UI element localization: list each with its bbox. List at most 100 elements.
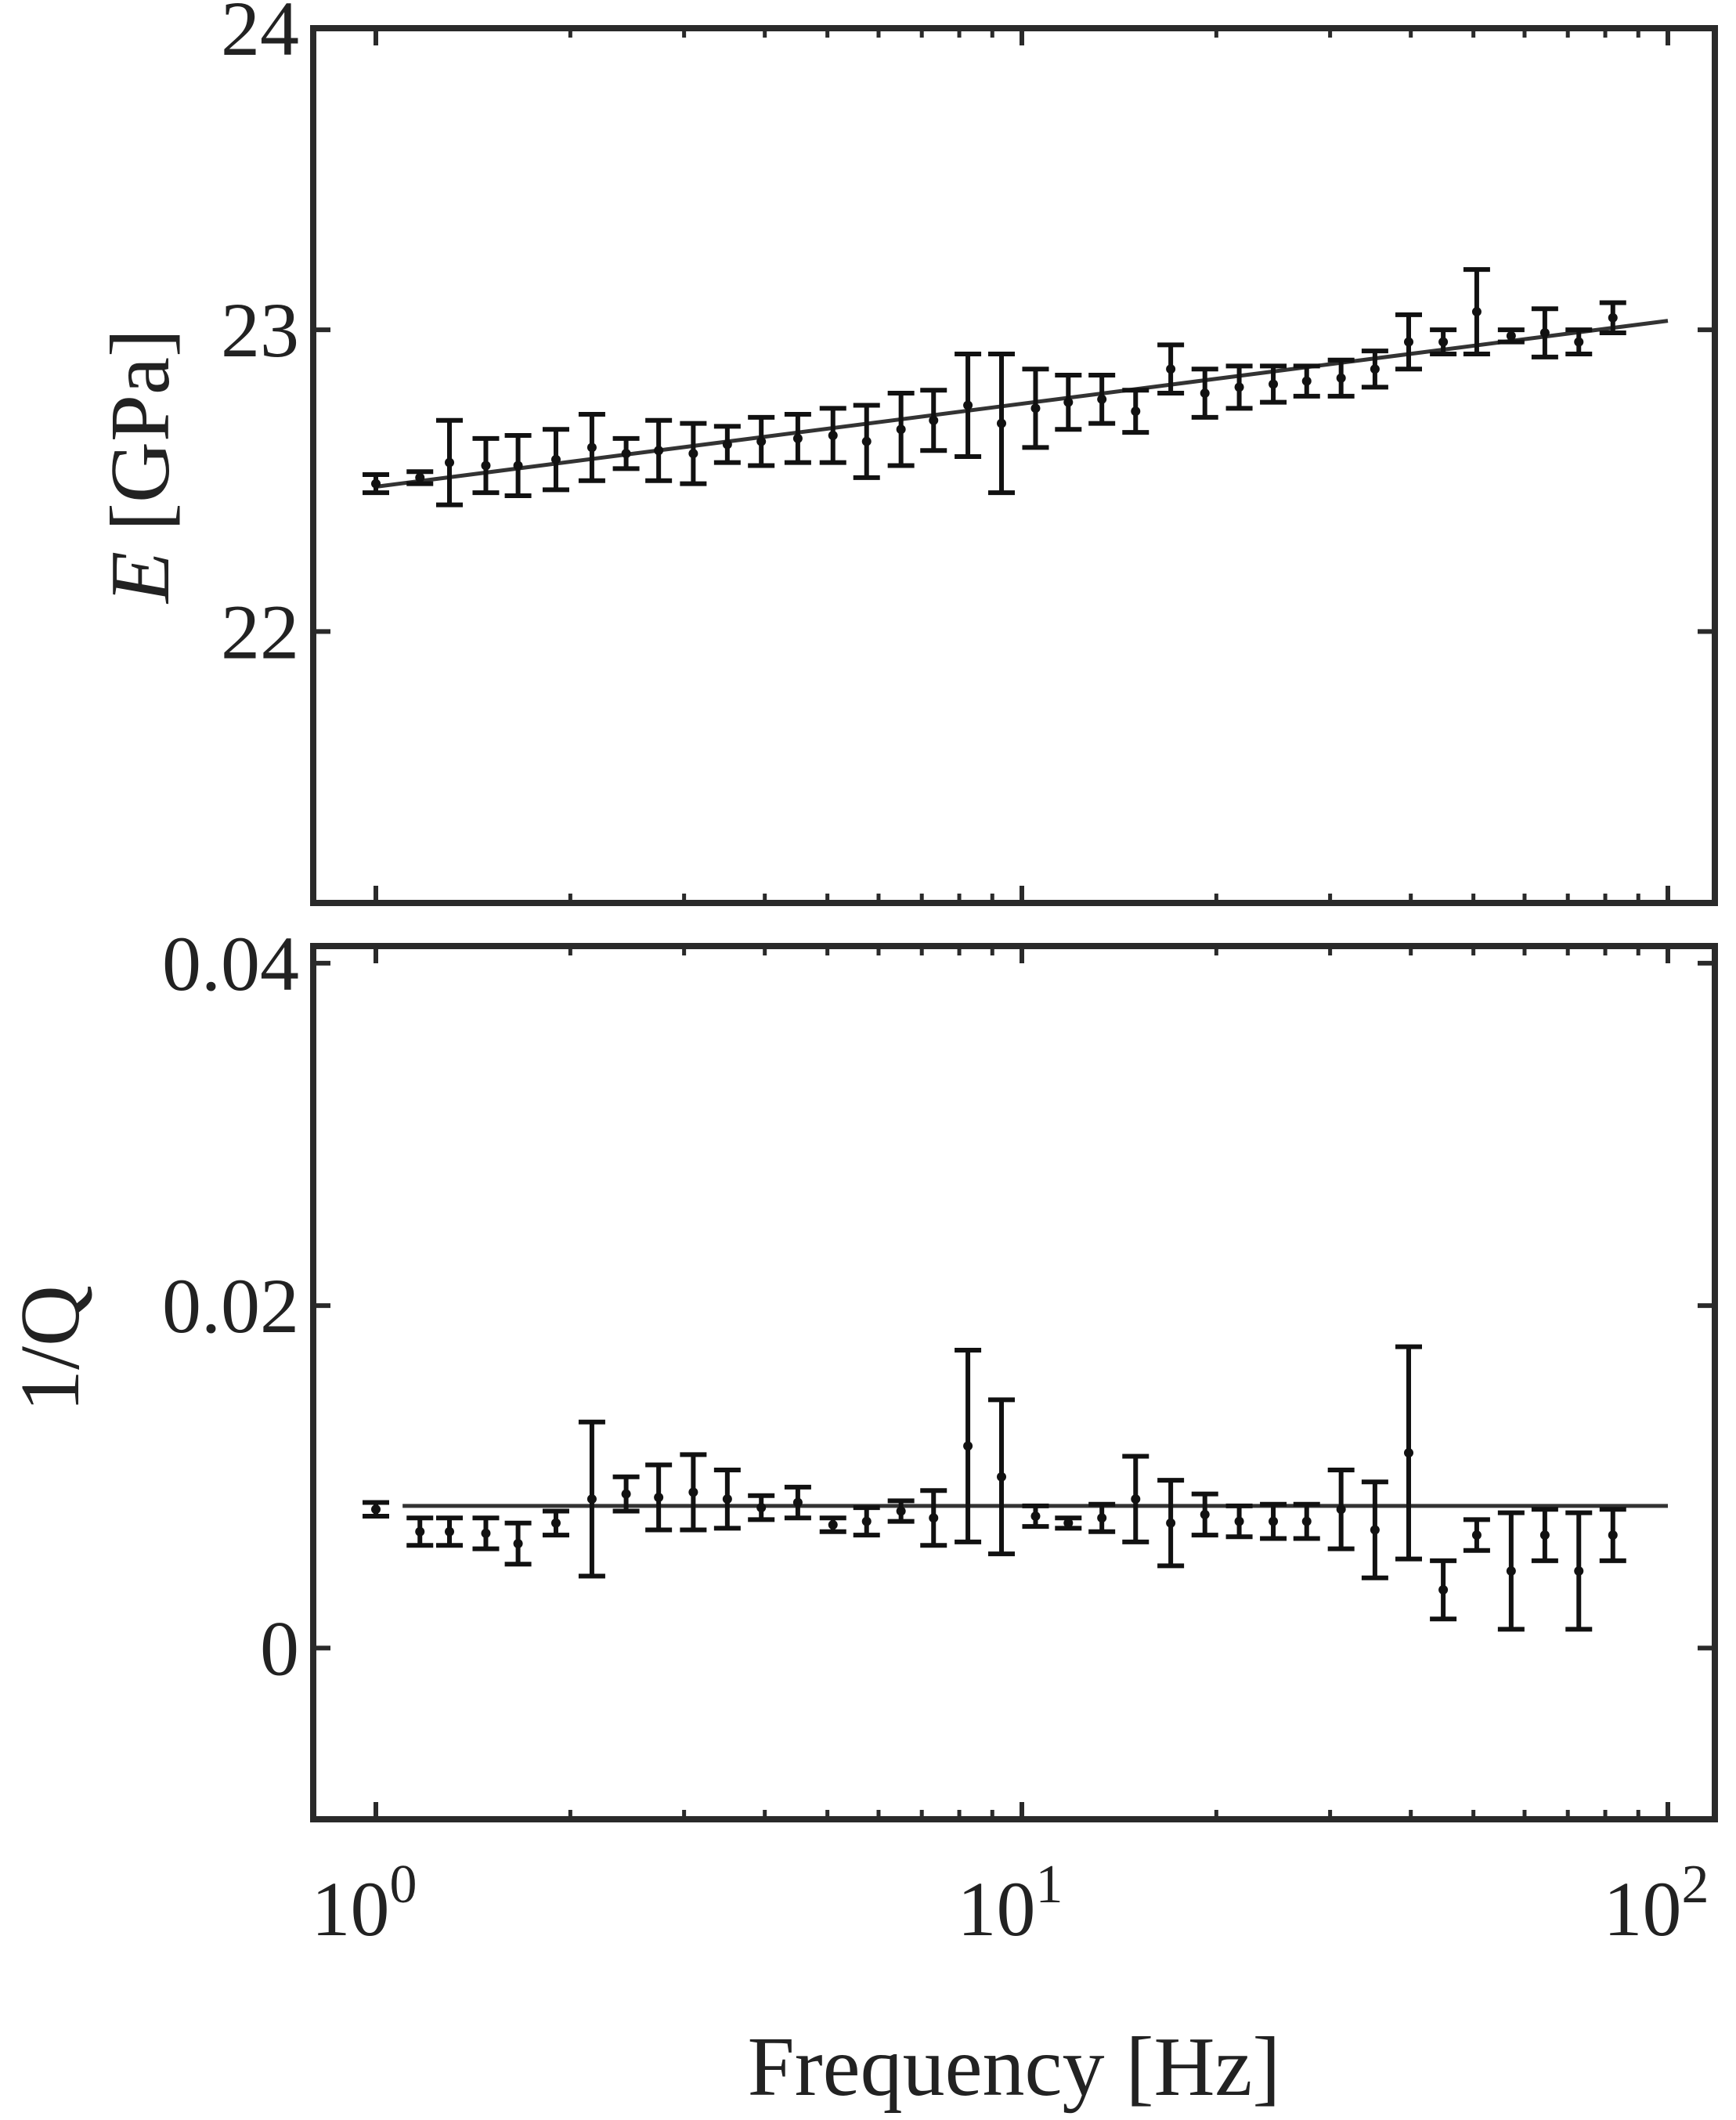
data-point-group bbox=[1430, 327, 1457, 356]
data-point bbox=[929, 1513, 939, 1523]
top-data-points bbox=[363, 267, 1626, 507]
data-point bbox=[756, 436, 767, 446]
ylabel-symbol-E: E bbox=[94, 551, 187, 605]
data-point bbox=[1063, 1518, 1074, 1528]
data-point-group bbox=[1225, 363, 1253, 411]
data-point bbox=[996, 418, 1006, 428]
data-point-group bbox=[1430, 1558, 1457, 1622]
data-point bbox=[445, 1526, 455, 1537]
top-tick-marks bbox=[313, 26, 1715, 903]
data-point bbox=[1269, 379, 1279, 389]
ylabel-unit-gpa: [GPa] bbox=[94, 329, 187, 531]
data-point bbox=[1097, 1513, 1107, 1523]
data-point-group bbox=[1599, 300, 1626, 336]
data-point-group bbox=[612, 1474, 640, 1514]
data-point bbox=[929, 415, 939, 425]
data-point-group bbox=[1191, 367, 1218, 420]
top-ytick-labels: 22 23 24 bbox=[221, 0, 299, 675]
data-point-group bbox=[853, 1505, 880, 1538]
data-point-group bbox=[406, 469, 434, 486]
data-point-group bbox=[1361, 349, 1388, 390]
data-point-group bbox=[955, 1347, 982, 1544]
data-point bbox=[963, 400, 973, 410]
data-point bbox=[1471, 1530, 1482, 1540]
data-point-group bbox=[542, 427, 569, 493]
data-point bbox=[896, 1506, 906, 1516]
x-tick-base: 10 bbox=[312, 1865, 390, 1952]
data-point-group bbox=[1055, 372, 1082, 432]
data-point-group bbox=[436, 1515, 464, 1548]
data-point bbox=[1234, 382, 1244, 392]
data-point-group bbox=[406, 1515, 434, 1548]
data-point bbox=[1166, 364, 1176, 374]
data-point bbox=[415, 1526, 425, 1537]
data-point-group bbox=[504, 1520, 532, 1567]
data-point-group bbox=[1463, 1517, 1490, 1553]
data-point-group bbox=[472, 1515, 500, 1551]
x-axis-label: Frequency [Hz] bbox=[748, 2021, 1281, 2114]
y-tick-label: 23 bbox=[221, 287, 299, 374]
data-point bbox=[654, 446, 664, 456]
data-point-group bbox=[1022, 1503, 1049, 1530]
data-point bbox=[1404, 1448, 1414, 1458]
x-tick-label: 101 bbox=[958, 1855, 1063, 1952]
data-point-group bbox=[363, 1500, 389, 1519]
data-point-group bbox=[987, 351, 1015, 496]
data-point bbox=[1063, 397, 1074, 407]
data-point-group bbox=[1122, 388, 1150, 435]
data-point bbox=[896, 424, 906, 435]
data-point bbox=[1539, 1530, 1550, 1540]
data-point bbox=[861, 436, 872, 446]
data-point bbox=[481, 1528, 491, 1538]
data-point bbox=[792, 433, 803, 443]
data-point bbox=[1336, 1504, 1346, 1515]
bottom-axes-frame bbox=[310, 943, 1718, 1822]
data-point-group bbox=[955, 351, 982, 459]
data-point bbox=[481, 460, 491, 471]
x-tick-exponent: 1 bbox=[1036, 1855, 1063, 1915]
data-point bbox=[1404, 337, 1414, 347]
data-point-group bbox=[612, 435, 640, 471]
data-point-group bbox=[1022, 367, 1049, 450]
data-point bbox=[828, 430, 838, 440]
data-point bbox=[1506, 1566, 1516, 1576]
data-point bbox=[1200, 388, 1210, 399]
data-point-group bbox=[784, 1484, 811, 1521]
bottom-y-axis-label: 1/Q bbox=[4, 1285, 97, 1412]
y-tick-label: 0.02 bbox=[162, 1262, 299, 1349]
data-point bbox=[1269, 1516, 1279, 1526]
data-point bbox=[621, 449, 631, 459]
data-point bbox=[371, 479, 381, 489]
data-point bbox=[550, 1518, 561, 1528]
data-point bbox=[1336, 373, 1346, 383]
data-point bbox=[1234, 1516, 1244, 1526]
data-point-group bbox=[819, 1515, 846, 1534]
data-point-group bbox=[1531, 1507, 1558, 1563]
data-point-group bbox=[645, 1462, 673, 1533]
data-point bbox=[1370, 1525, 1380, 1535]
data-point bbox=[1030, 403, 1041, 414]
data-point-group bbox=[1565, 1510, 1593, 1632]
y-tick-label: 24 bbox=[221, 0, 299, 72]
data-point-group bbox=[1260, 1501, 1287, 1541]
panel-top-modulus: 22 23 24 E [GPa] bbox=[94, 0, 1718, 906]
data-point-group bbox=[784, 412, 811, 465]
data-point bbox=[1438, 1585, 1449, 1595]
data-point bbox=[688, 1487, 698, 1497]
data-point-group bbox=[987, 1397, 1015, 1557]
data-point bbox=[1131, 406, 1141, 417]
panel-bottom-attenuation: 00.020.04 100 101 102 1/Q bbox=[4, 920, 1718, 1952]
data-point-group bbox=[1395, 312, 1423, 372]
y-tick-label: 0.04 bbox=[162, 920, 299, 1007]
data-point-group bbox=[680, 1452, 707, 1533]
data-point-group bbox=[1157, 1478, 1185, 1569]
data-point bbox=[688, 449, 698, 459]
data-point-group bbox=[1599, 1507, 1626, 1563]
data-point-group bbox=[748, 1493, 775, 1522]
data-point-group bbox=[1531, 306, 1558, 359]
data-point-group bbox=[1497, 327, 1525, 345]
x-tick-exponent: 2 bbox=[1682, 1855, 1709, 1915]
data-point bbox=[1574, 337, 1584, 347]
